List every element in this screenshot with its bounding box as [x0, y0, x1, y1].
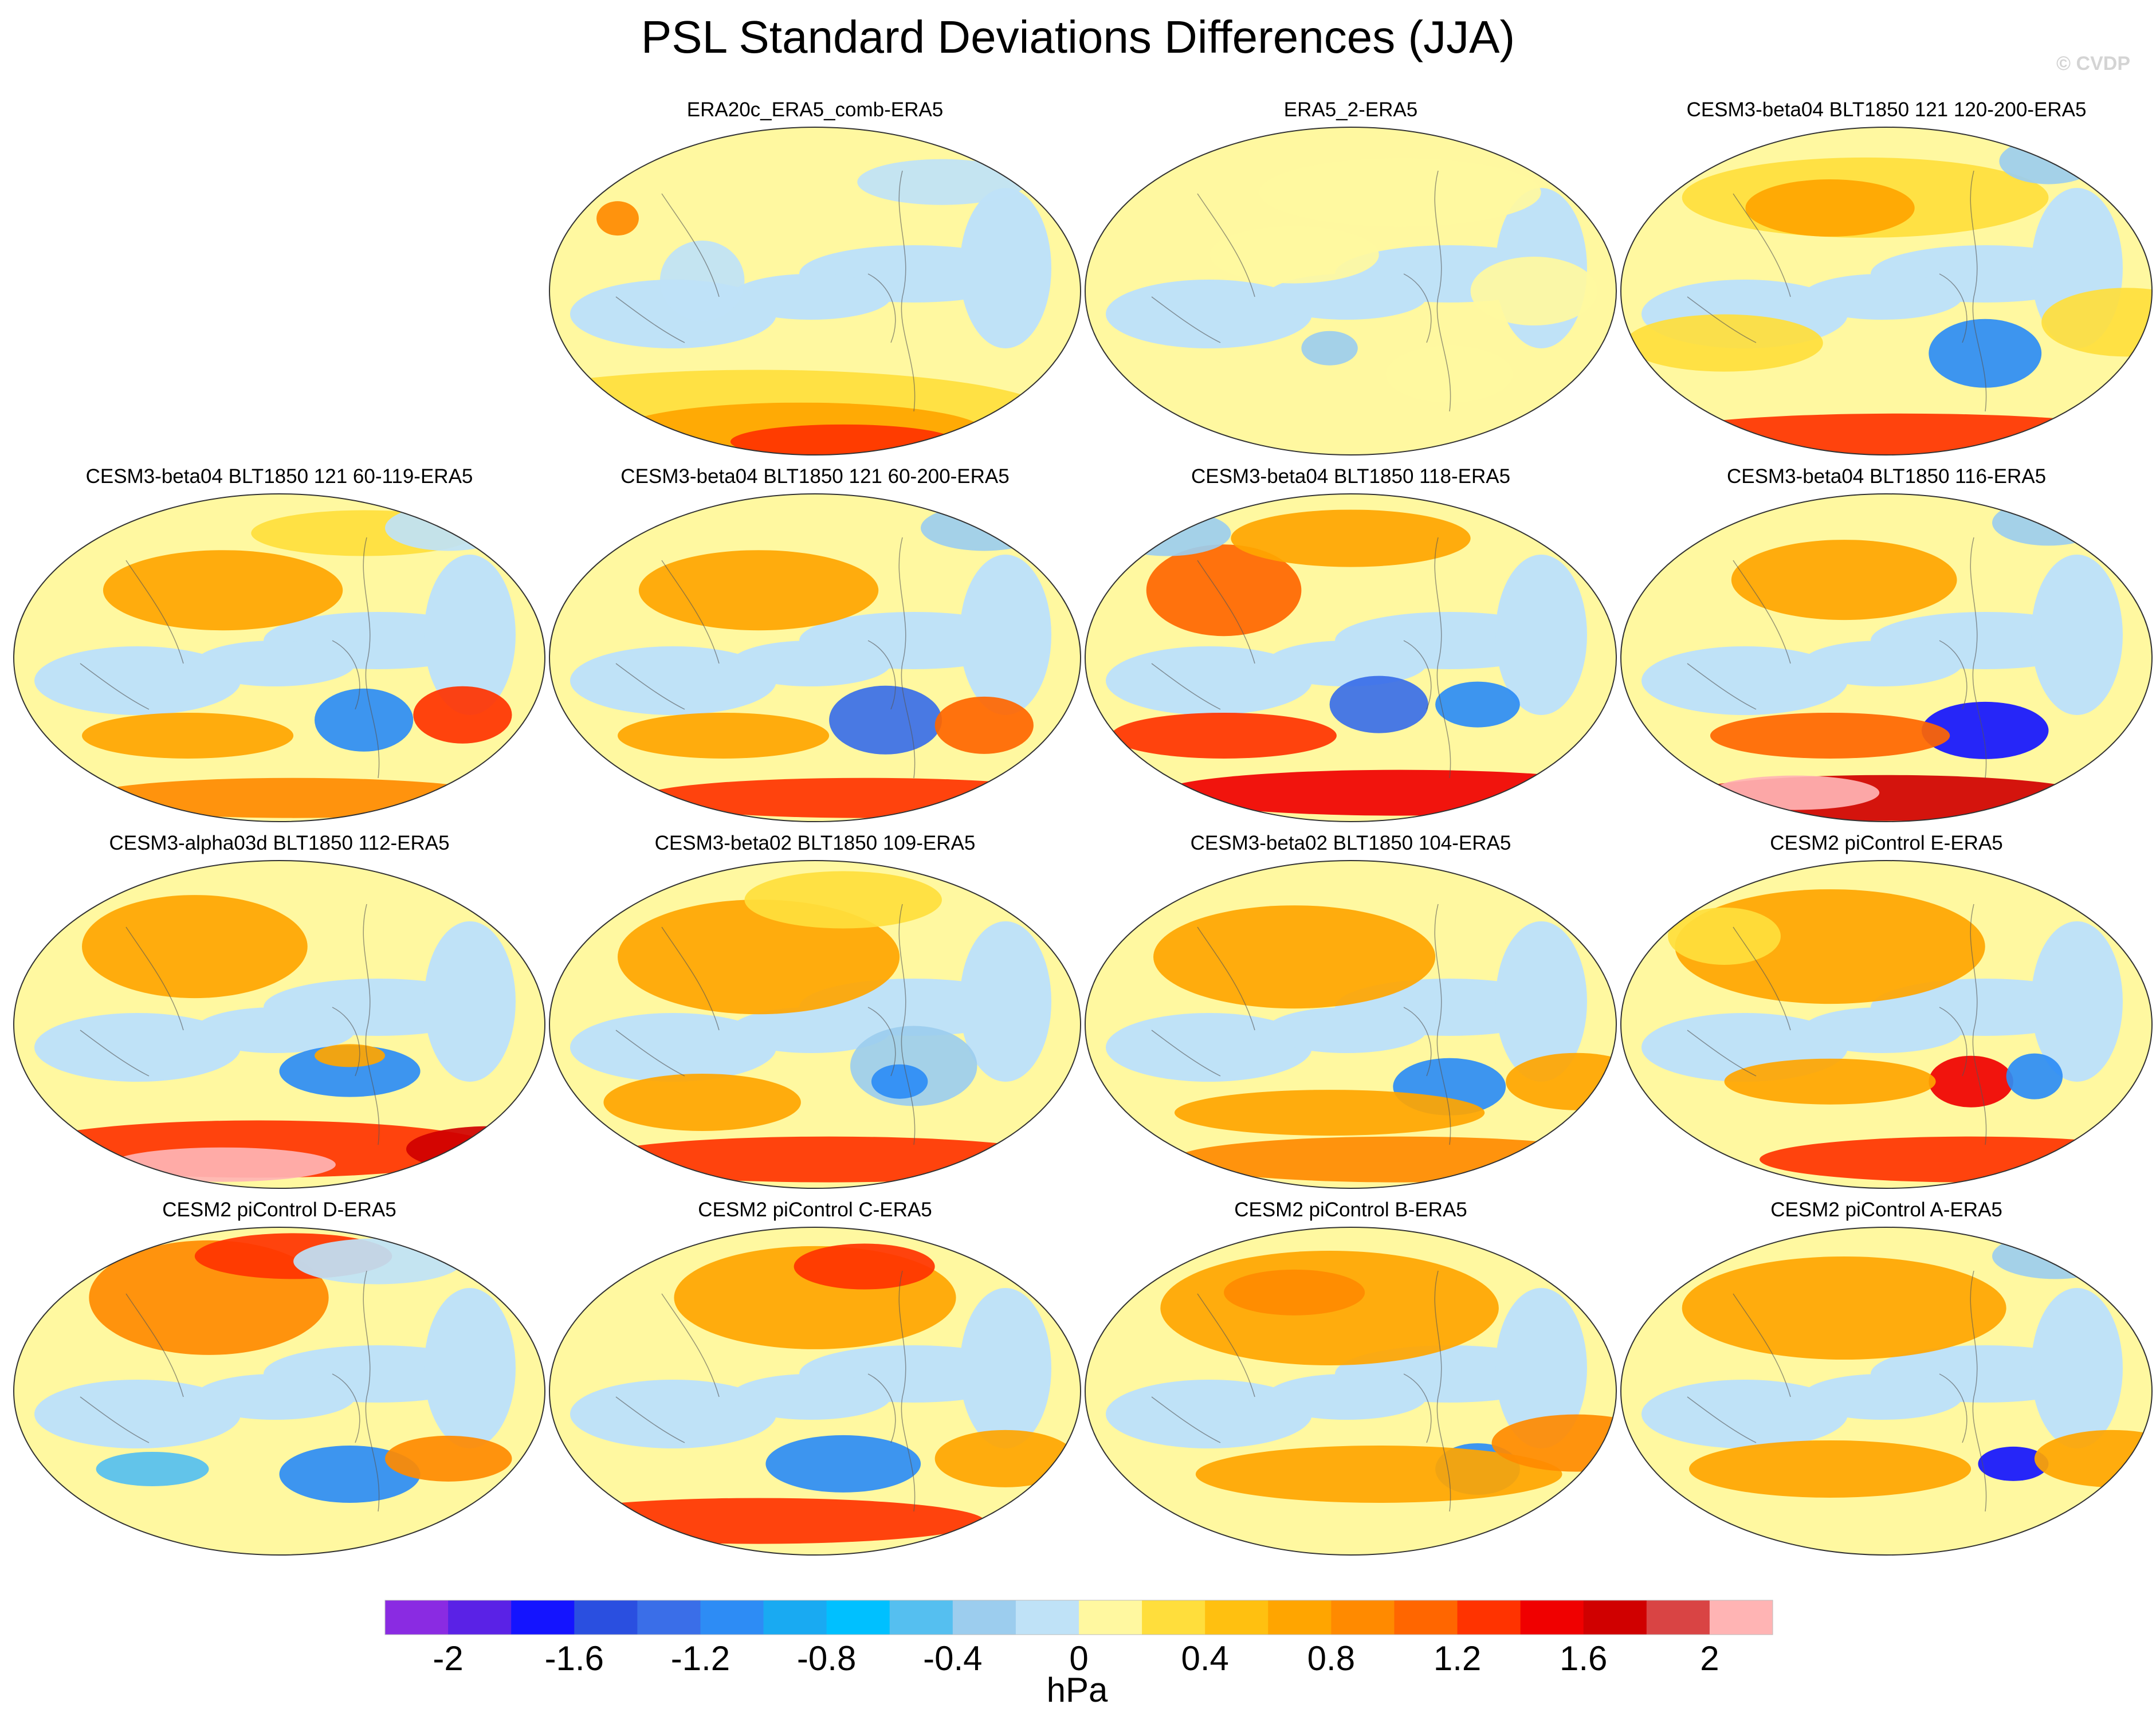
globe-map: [1085, 1227, 1617, 1556]
panel-title: CESM3-beta04 BLT1850 121 60-200-ERA5: [621, 465, 1010, 488]
panel-title: CESM3-beta04 BLT1850 121 120-200-ERA5: [1686, 99, 2087, 121]
panel-title: CESM3-beta02 BLT1850 104-ERA5: [1190, 832, 1511, 854]
colorbar-tick-label: 0.4: [1181, 1639, 1229, 1678]
map-panel: CESM2 piControl E-ERA5: [1619, 831, 2154, 1197]
globe-map: [549, 860, 1081, 1189]
watermark: © CVDP: [2056, 53, 2130, 74]
map-panel: CESM2 piControl A-ERA5: [1619, 1197, 2154, 1564]
map-panel: CESM3-beta04 BLT1850 121 60-119-ERA5: [11, 464, 547, 831]
colorbar-swatch: [952, 1600, 1016, 1635]
map-panel: CESM3-beta04 BLT1850 116-ERA5: [1619, 464, 2154, 831]
colorbar-swatch: [1646, 1600, 1710, 1635]
panel-title: ERA5_2-ERA5: [1283, 99, 1418, 121]
colorbar-swatch: [1583, 1600, 1647, 1635]
globe-map: [1085, 127, 1617, 455]
map-panel: ERA5_2-ERA5: [1083, 97, 1619, 464]
colorbar-swatch: [1331, 1600, 1395, 1635]
colorbar-swatch: [511, 1600, 575, 1635]
colorbar-swatch: [763, 1600, 827, 1635]
map-panel: ERA20c_ERA5_comb-ERA5: [547, 97, 1083, 464]
map-panel: CESM2 piControl C-ERA5: [547, 1197, 1083, 1564]
colorbar-tick-label: -1.6: [544, 1639, 604, 1678]
globe-map: [549, 127, 1081, 455]
panel-title: CESM2 piControl C-ERA5: [698, 1199, 932, 1221]
colorbar-swatch: [448, 1600, 512, 1635]
map-panel: CESM3-beta04 BLT1850 118-ERA5: [1083, 464, 1619, 831]
panel-title: CESM3-beta04 BLT1850 118-ERA5: [1191, 465, 1511, 488]
colorbar-tick-label: -1.2: [670, 1639, 731, 1678]
colorbar-swatch: [574, 1600, 638, 1635]
map-panel: CESM3-alpha03d BLT1850 112-ERA5: [11, 831, 547, 1197]
colorbar-swatch: [1015, 1600, 1079, 1635]
colorbar-swatch: [1457, 1600, 1521, 1635]
colorbar-swatch: [385, 1600, 449, 1635]
map-panel: CESM2 piControl D-ERA5: [11, 1197, 547, 1564]
globe-map: [1620, 493, 2153, 822]
colorbar-unit: hPa: [1046, 1671, 1108, 1709]
colorbar-swatch: [1205, 1600, 1269, 1635]
colorbar-tick-label: 1.6: [1560, 1639, 1608, 1678]
colorbar-swatch: [700, 1600, 764, 1635]
panel-title: CESM2 piControl E-ERA5: [1770, 832, 2003, 854]
colorbar-tick-label: 0: [1069, 1639, 1089, 1678]
globe-map: [13, 1227, 545, 1556]
colorbar-swatch: [1520, 1600, 1584, 1635]
colorbar-swatch: [1079, 1600, 1142, 1635]
map-panel: CESM3-beta02 BLT1850 109-ERA5: [547, 831, 1083, 1197]
globe-map: [13, 860, 545, 1189]
panel-title: CESM3-beta04 BLT1850 121 60-119-ERA5: [85, 465, 473, 488]
colorbar-swatch: [889, 1600, 953, 1635]
colorbar-tick-label: 0.8: [1307, 1639, 1356, 1678]
globe-map: [1620, 1227, 2153, 1556]
colorbar-swatch: [826, 1600, 890, 1635]
page-title: PSL Standard Deviations Differences (JJA…: [641, 11, 1515, 62]
colorbar-swatch: [1142, 1600, 1205, 1635]
map-panel: CESM2 piControl B-ERA5: [1083, 1197, 1619, 1564]
map-panel: CESM3-beta04 BLT1850 121 120-200-ERA5: [1619, 97, 2154, 464]
globe-map: [1085, 493, 1617, 822]
colorbar-tick-label: -2: [433, 1639, 464, 1678]
panel-title: CESM2 piControl B-ERA5: [1234, 1199, 1467, 1221]
globe-map: [13, 493, 545, 822]
globe-map: [1620, 127, 2153, 455]
colorbar-tick-label: -0.8: [796, 1639, 857, 1678]
panel-title: CESM3-beta04 BLT1850 116-ERA5: [1726, 465, 2047, 488]
globe-map: [1620, 860, 2153, 1189]
panel-title: CESM3-beta02 BLT1850 109-ERA5: [654, 832, 976, 854]
colorbar-swatch: [1268, 1600, 1332, 1635]
globe-map: [1085, 860, 1617, 1189]
panel-title: ERA20c_ERA5_comb-ERA5: [686, 99, 944, 121]
colorbar-swatch: [1394, 1600, 1458, 1635]
globe-map: [549, 1227, 1081, 1556]
map-panel: CESM3-beta02 BLT1850 104-ERA5: [1083, 831, 1619, 1197]
globe-map: [549, 493, 1081, 822]
panel-title: CESM3-alpha03d BLT1850 112-ERA5: [109, 832, 450, 854]
map-panel: CESM3-beta04 BLT1850 121 60-200-ERA5: [547, 464, 1083, 831]
colorbar-tick-label: 1.2: [1433, 1639, 1482, 1678]
colorbar-swatch: [1709, 1600, 1773, 1635]
colorbar-tick-label: 2: [1700, 1639, 1719, 1678]
panel-title: CESM2 piControl D-ERA5: [162, 1199, 396, 1221]
colorbar-tick-label: -0.4: [923, 1639, 983, 1678]
colorbar-swatch: [637, 1600, 701, 1635]
panel-title: CESM2 piControl A-ERA5: [1770, 1199, 2002, 1221]
